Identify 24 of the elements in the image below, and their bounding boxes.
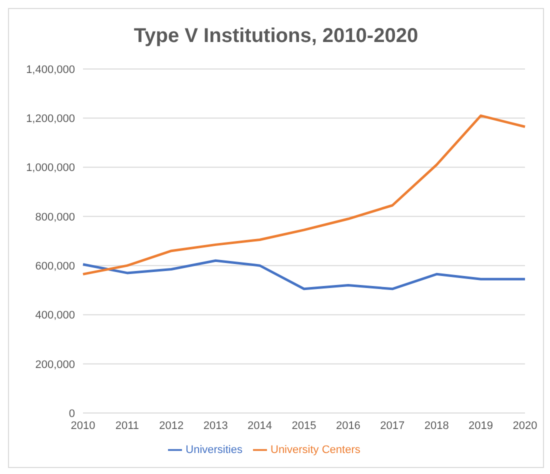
x-tick-label: 2018 bbox=[424, 420, 449, 432]
x-tick-label: 2017 bbox=[380, 420, 405, 432]
legend-label: Universities bbox=[186, 444, 242, 456]
x-tick-label: 2013 bbox=[203, 420, 228, 432]
x-tick-label: 2015 bbox=[292, 420, 316, 432]
y-tick-label: 400,000 bbox=[35, 310, 75, 322]
x-tick-label: 2012 bbox=[159, 420, 184, 432]
y-tick-label: 1,200,000 bbox=[26, 113, 75, 126]
chart-title: Type V Institutions, 2010-2020 bbox=[132, 24, 420, 49]
x-tick-label: 2019 bbox=[468, 420, 494, 432]
x-tick-label: 2014 bbox=[248, 420, 272, 432]
y-tick-label: 1,000,000 bbox=[26, 162, 75, 174]
x-tick-label: 2011 bbox=[115, 420, 140, 432]
y-tick-label: 200,000 bbox=[35, 358, 75, 371]
line-series bbox=[82, 259, 526, 290]
x-tick-label: 2010 bbox=[70, 420, 96, 432]
y-tick-label: 0 bbox=[68, 408, 75, 420]
y-tick-label: 800,000 bbox=[35, 211, 75, 224]
y-tick-label: 600,000 bbox=[35, 260, 75, 272]
y-tick-label: 1,400,000 bbox=[26, 64, 75, 76]
x-tick-label: 2016 bbox=[336, 420, 360, 432]
legend-label: University Centers bbox=[270, 444, 360, 456]
x-tick-label: 2020 bbox=[512, 420, 538, 432]
line-series bbox=[82, 114, 526, 276]
